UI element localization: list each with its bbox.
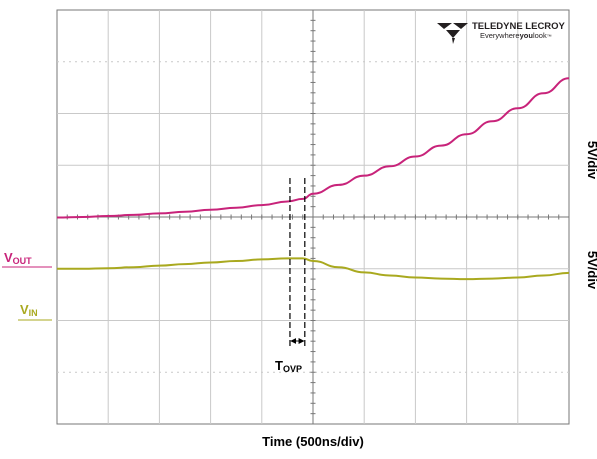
brand-tagline: Everywhereyoulook™ <box>480 31 552 40</box>
ch2-scale-label: 5V/div <box>585 251 597 290</box>
ch1-scale-label: 5V/div <box>585 141 597 180</box>
teledyne-lecroy-logo: TELEDYNE LECROY Everywhereyoulook™ <box>437 21 566 44</box>
v-in-trace <box>57 257 570 281</box>
x-axis-label: Time (500ns/div) <box>262 434 364 449</box>
vin-label: VIN <box>18 302 52 321</box>
teledyne-logo-icon <box>437 23 468 44</box>
v-out-trace <box>56 77 570 219</box>
vout-label: VOUT <box>2 250 52 268</box>
traces <box>56 77 570 281</box>
brand-name: TELEDYNE LECROY <box>472 21 566 32</box>
center-axis-ticks <box>56 9 570 425</box>
tovp-label: TOVP <box>275 358 302 374</box>
svg-text:VOUT: VOUT <box>4 250 32 266</box>
tovp-markers <box>289 178 306 346</box>
svg-text:VIN: VIN <box>20 302 38 318</box>
